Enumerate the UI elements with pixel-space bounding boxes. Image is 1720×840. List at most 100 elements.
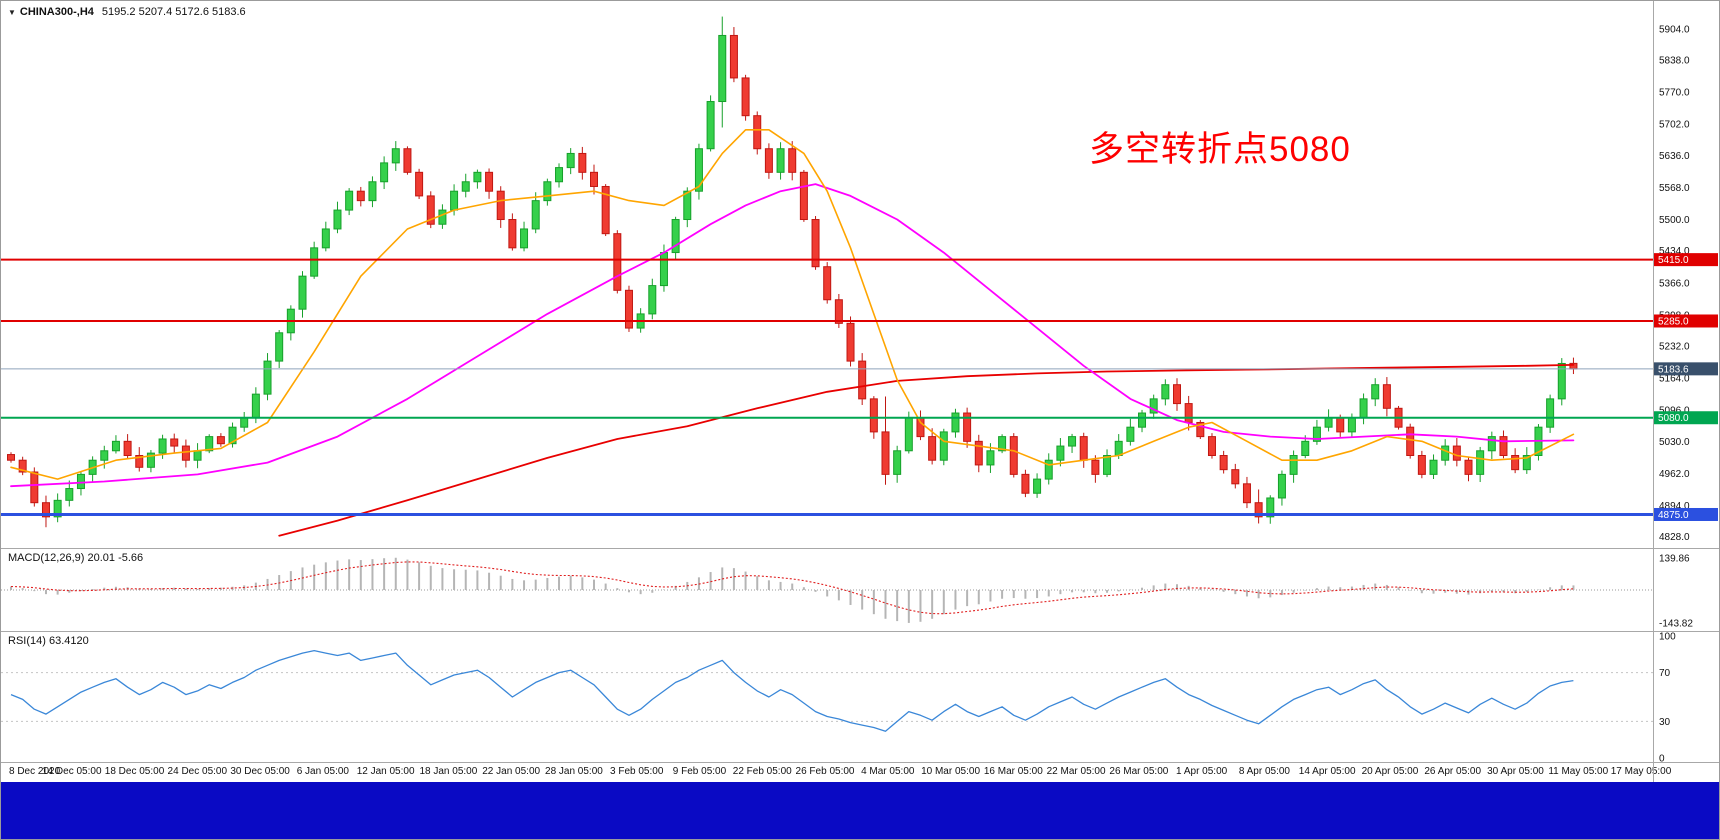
price-axis-separator — [1653, 1, 1654, 782]
candle-body — [974, 440, 983, 466]
price-axis-label: 5030.0 — [1659, 437, 1690, 448]
candle-body — [240, 417, 249, 428]
candle-body — [380, 162, 389, 183]
candle-body — [881, 431, 890, 475]
candle-body — [1114, 440, 1123, 456]
candle-body — [520, 228, 529, 249]
candle-body — [986, 450, 995, 466]
candle-body — [1546, 398, 1555, 428]
candle-body — [683, 190, 692, 221]
time-axis-label: 18 Dec 05:00 — [104, 766, 165, 777]
time-axis-label: 22 Feb 05:00 — [732, 766, 792, 777]
candle-body — [170, 438, 179, 447]
rsi-line — [10, 649, 1574, 732]
candle-body — [799, 171, 808, 221]
candle-body — [1464, 459, 1473, 475]
candle-body — [1359, 398, 1368, 419]
candle-body — [753, 115, 762, 150]
time-axis-label: 30 Apr 05:00 — [1487, 766, 1544, 777]
candle-body — [158, 438, 167, 454]
time-axis-label: 6 Jan 05:00 — [296, 766, 349, 777]
candle-body — [7, 454, 15, 461]
candle-body — [345, 190, 354, 211]
chart-header: ▼ CHINA300-,H4 5195.2 5207.4 5172.6 5183.6 — [8, 6, 246, 18]
candle-body — [426, 195, 435, 225]
candle-body — [461, 181, 470, 192]
rsi-axis-label: 30 — [1659, 717, 1671, 728]
time-axis-label: 16 Mar 05:00 — [983, 766, 1043, 777]
candle-body — [741, 77, 750, 117]
time-axis[interactable]: 8 Dec 2020 14 Dec 05:00 18 Dec 05:00 24 Dec… — [1, 763, 1719, 782]
candle-body — [531, 200, 540, 230]
chart-annotation-text: 多空转折点5080 — [1089, 130, 1351, 169]
candle-body — [998, 436, 1007, 452]
candle-body — [1277, 473, 1286, 499]
symbol-dropdown-icon[interactable]: ▼ — [8, 8, 16, 17]
time-axis-label: 9 Feb 05:00 — [672, 766, 727, 777]
candle-body — [18, 459, 27, 473]
candle-body — [1219, 454, 1228, 471]
svg-text:5080.0: 5080.0 — [1658, 413, 1689, 424]
candle-body — [963, 412, 972, 442]
candle-body — [904, 417, 913, 452]
price-axis-label: 5164.0 — [1659, 374, 1690, 385]
candle-body — [41, 502, 50, 518]
candle-body — [53, 499, 62, 518]
candle-body — [1312, 426, 1321, 442]
candle-body — [1103, 454, 1112, 475]
candle-body — [508, 219, 517, 249]
candle-body — [659, 252, 668, 287]
price-chart-canvas[interactable]: 5904.0 5838.0 5770.0 5702.0 5636.0 5568.0 5500… — [1, 1, 1720, 548]
macd-signal-line — [10, 561, 1574, 615]
price-axis-label: 5904.0 — [1659, 24, 1690, 35]
price-badge: 5183.6 — [1654, 362, 1718, 376]
price-axis-label: 5770.0 — [1659, 88, 1690, 99]
candle-body — [928, 436, 937, 461]
candle-body — [450, 190, 459, 211]
candle-body — [1511, 454, 1520, 471]
candle-body — [1242, 483, 1251, 504]
candle-body — [718, 34, 727, 103]
candle-body — [310, 247, 319, 277]
candle-body — [811, 219, 820, 268]
price-badge: 4875.0 — [1654, 507, 1718, 521]
price-axis-labels[interactable]: 5904.0 5838.0 5770.0 5702.0 5636.0 5568.0 5500… — [1659, 24, 1690, 543]
time-axis-label: 26 Apr 05:00 — [1424, 766, 1482, 777]
price-axis-label: 5702.0 — [1659, 120, 1690, 131]
time-axis-label: 17 May 05:00 — [1610, 766, 1672, 777]
candle-body — [1138, 412, 1147, 428]
time-axis-label: 4 Mar 05:00 — [861, 766, 915, 777]
ma-line-slow-red — [278, 363, 1575, 537]
candle-body — [1266, 497, 1275, 518]
candle-body — [1184, 403, 1193, 423]
time-axis-label: 14 Apr 05:00 — [1298, 766, 1356, 777]
candle-body — [566, 152, 575, 169]
candle-body — [298, 275, 307, 310]
candle-body — [624, 289, 633, 329]
candlesticks — [7, 16, 1578, 528]
rsi-panel-canvas[interactable]: 100 70 30 0 — [1, 632, 1720, 762]
candle-body — [1009, 436, 1018, 475]
macd-axis-label: 139.86 — [1659, 553, 1690, 564]
candle-body — [834, 299, 843, 324]
candle-body — [1522, 454, 1531, 471]
candle-body — [415, 171, 424, 197]
price-axis-label: 4894.0 — [1659, 501, 1690, 512]
candle-body — [1149, 398, 1158, 414]
time-axis-label: 10 Mar 05:00 — [921, 766, 981, 777]
candle-body — [1254, 502, 1263, 518]
candle-body — [65, 488, 74, 501]
candle-body — [1044, 459, 1053, 480]
candle-body — [601, 185, 610, 235]
candle-body — [939, 431, 948, 461]
macd-panel-canvas[interactable]: 139.86 -143.82 — [1, 549, 1720, 631]
time-axis-label: 28 Jan 05:00 — [545, 766, 603, 777]
candle-body — [1324, 417, 1333, 428]
time-axis-label: 12 Jan 05:00 — [356, 766, 415, 777]
time-axis-label: 8 Dec 2020 — [9, 766, 61, 777]
candle-body — [555, 167, 564, 183]
candle-body — [1231, 469, 1240, 485]
candle-body — [869, 398, 878, 433]
time-axis-label: 3 Feb 05:00 — [610, 766, 664, 777]
candle-body — [1161, 384, 1170, 400]
